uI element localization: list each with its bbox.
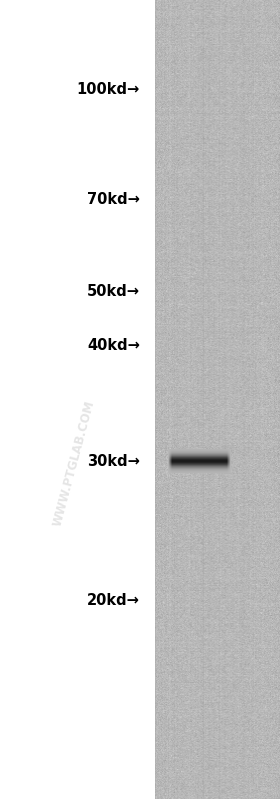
Text: 30kd→: 30kd→ [87,454,140,468]
Text: 70kd→: 70kd→ [87,193,140,207]
Text: WWW.PTGLAB.COM: WWW.PTGLAB.COM [51,399,97,528]
Text: 40kd→: 40kd→ [87,338,140,352]
Text: 50kd→: 50kd→ [87,284,140,299]
Text: 20kd→: 20kd→ [87,594,140,608]
Text: 100kd→: 100kd→ [77,82,140,97]
